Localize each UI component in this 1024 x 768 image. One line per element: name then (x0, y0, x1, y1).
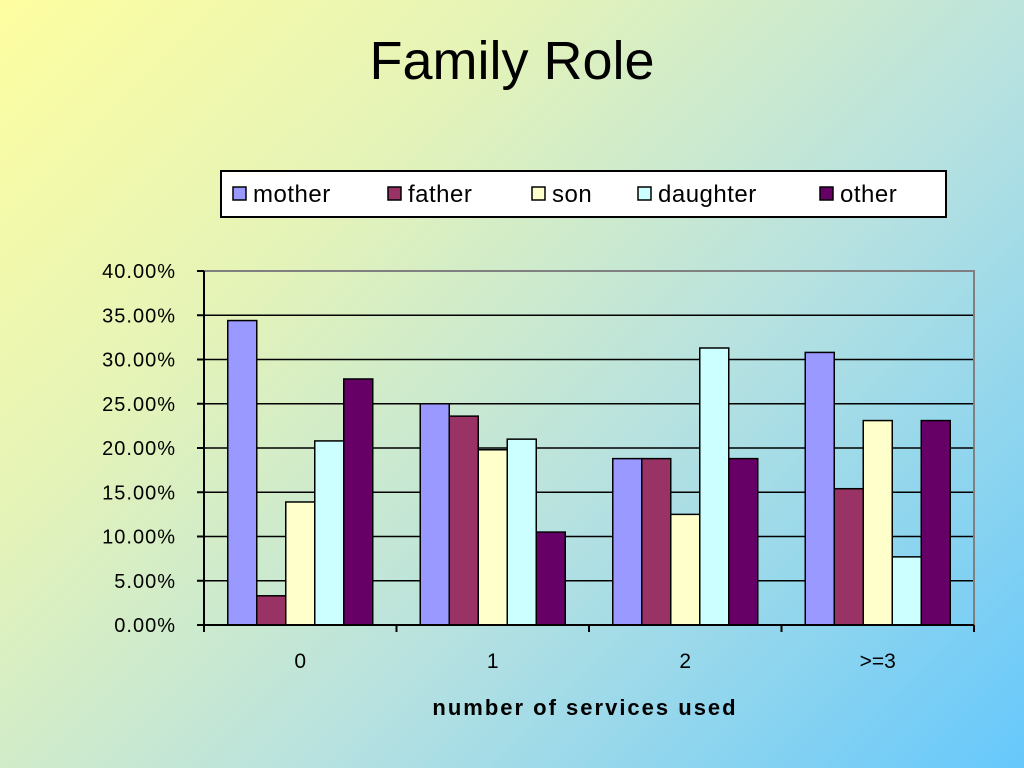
x-tick-label: 2 (679, 650, 691, 673)
slide-title: Family Role (369, 31, 655, 91)
bars-group (227, 319, 951, 626)
bar-son-3 (862, 419, 893, 626)
bar-mother-1 (419, 403, 450, 626)
bar-son-1 (477, 449, 508, 626)
bar-son-2 (670, 513, 701, 626)
y-tick-label: 5.00% (114, 571, 176, 593)
x-tick-label: 0 (294, 650, 306, 673)
bar-daughter-1 (506, 438, 537, 626)
x-axis-title: number of services used (432, 695, 737, 720)
y-tick-label: 15.00% (102, 482, 176, 504)
x-tick-label: 1 (487, 650, 499, 673)
bar-mother-2 (612, 457, 643, 626)
plot-border (204, 270, 975, 625)
bar-father-1 (448, 415, 479, 626)
bar-other-3 (920, 419, 951, 626)
bar-other-1 (535, 531, 566, 626)
legend-label-son: son (552, 181, 592, 208)
bar-father-0 (256, 595, 287, 626)
bar-other-2 (728, 457, 759, 626)
y-tick-label: 25.00% (102, 394, 176, 416)
legend-swatch-son (531, 186, 546, 201)
legend-swatch-mother (232, 186, 247, 201)
bar-other-0 (343, 378, 374, 626)
bar-daughter-0 (314, 440, 345, 626)
chart-axes: 0.00% 5.00% 10.00% 15.00% 20.00% 25.00% 30.00%… (102, 261, 975, 673)
y-tick-label: 20.00% (102, 438, 176, 460)
y-tick-label: 30.00% (102, 350, 176, 372)
bar-daughter-3 (891, 556, 922, 626)
chart-legend: mother father son daughter other (220, 170, 947, 218)
x-tick-label: >=3 (860, 650, 896, 673)
plot-area (204, 270, 975, 625)
legend-swatch-father (387, 186, 402, 201)
bar-mother-0 (227, 319, 258, 626)
legend-label-daughter: daughter (658, 181, 757, 208)
bar-daughter-2 (699, 347, 730, 626)
y-tick-label: 10.00% (102, 527, 176, 549)
legend-label-father: father (408, 181, 472, 208)
bar-father-3 (833, 487, 864, 626)
y-tick-label: 40.00% (102, 261, 176, 283)
legend-label-other: other (840, 181, 897, 208)
legend-label-mother: mother (253, 181, 331, 208)
legend-swatch-other (819, 186, 834, 201)
y-tick-label: 0.00% (114, 615, 176, 637)
legend-swatch-daughter (637, 186, 652, 201)
y-tick-label: 35.00% (102, 305, 176, 327)
bar-son-0 (285, 501, 316, 626)
bar-father-2 (641, 457, 672, 626)
bar-mother-3 (804, 351, 835, 626)
